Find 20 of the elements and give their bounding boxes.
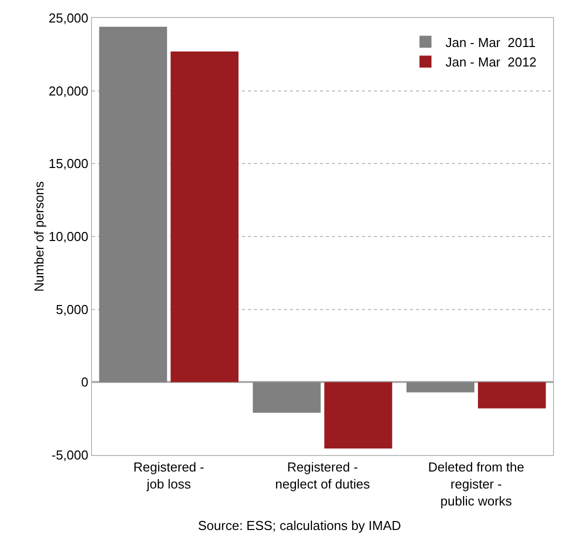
y-tick-label: 5,000 bbox=[56, 302, 88, 317]
bar bbox=[478, 382, 546, 408]
bar bbox=[324, 382, 392, 448]
y-tick-label: 20,000 bbox=[48, 83, 88, 98]
y-axis-title: Number of persons bbox=[32, 180, 47, 292]
bar bbox=[406, 382, 474, 392]
bar bbox=[170, 52, 238, 382]
y-tick-label: 10,000 bbox=[48, 229, 88, 244]
x-tick-label: Registered - neglect of duties bbox=[275, 460, 370, 492]
y-tick-label: 25,000 bbox=[48, 10, 88, 26]
y-tick-label: -5,000 bbox=[52, 448, 88, 463]
y-tick-label: 0 bbox=[81, 374, 88, 390]
x-tick-label: Deleted from the register - public works bbox=[428, 460, 524, 508]
bar bbox=[99, 26, 168, 382]
y-tick-label: 15,000 bbox=[48, 156, 88, 172]
bar bbox=[252, 382, 321, 413]
source-note: Source: ESS; calculations by IMAD bbox=[198, 518, 402, 533]
legend-label: Jan - Mar 2012 bbox=[445, 54, 537, 70]
legend-label: Jan - Mar 2011 bbox=[445, 34, 536, 50]
x-tick-label: Registered - job loss bbox=[133, 460, 204, 492]
